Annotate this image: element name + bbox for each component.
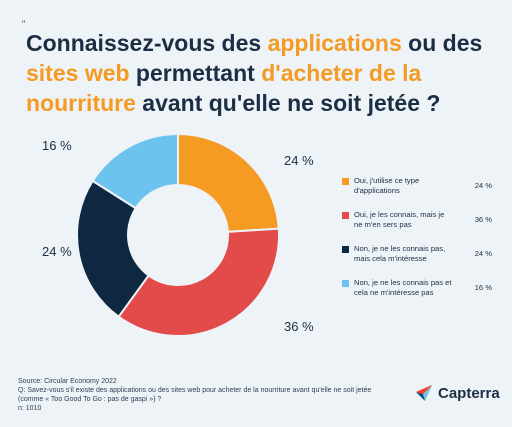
legend-swatch	[342, 280, 349, 287]
legend-value: 24 %	[474, 181, 492, 190]
legend-label: Oui, j'utilise ce type d'applications	[354, 176, 420, 195]
legend-item: Non, je ne les connais pas, mais cela m'…	[342, 244, 492, 278]
slice-label: 36 %	[284, 319, 314, 334]
footer-question-cont: (comme « Too Good To Go : pas de gaspi »…	[18, 396, 162, 403]
donut-slice	[76, 179, 151, 319]
title-part: Connaissez-vous des	[26, 30, 268, 56]
donut-chart: 24 % 36 % 24 % 16 %	[42, 132, 314, 337]
title-part: sites web	[26, 60, 130, 86]
title-part: permettant	[129, 60, 262, 86]
brand-name: Capterra	[438, 384, 500, 402]
title-part: avant qu'elle ne soit jetée ?	[135, 90, 441, 116]
legend-item: Oui, j'utilise ce type d'applications 24 …	[342, 176, 492, 210]
chart-legend: Oui, j'utilise ce type d'applications 24 …	[342, 176, 492, 312]
title-part: ou des	[401, 30, 483, 56]
legend-swatch	[342, 246, 349, 253]
donut-slice	[177, 132, 280, 233]
title-part: applications	[267, 30, 402, 56]
quote-mark: "	[22, 19, 26, 29]
footer-source: Source: Circular Economy 2022	[18, 378, 117, 385]
footer-question: Q: Savez-vous s'il existe des applicatio…	[18, 387, 372, 394]
legend-item: Non, je ne les connais pas et cela ne m'…	[342, 278, 492, 312]
legend-label: Oui, je les connais, mais je ne m'en ser…	[354, 210, 445, 229]
legend-swatch	[342, 178, 349, 185]
chart-footer: Source: Circular Economy 2022 Q: Savez-v…	[18, 377, 371, 413]
donut-slice	[91, 132, 179, 210]
legend-value: 16 %	[474, 283, 492, 292]
legend-value: 36 %	[474, 215, 492, 224]
legend-swatch	[342, 212, 349, 219]
legend-label: Non, je ne les connais pas, mais cela m'…	[354, 244, 446, 263]
capterra-arrow-icon	[416, 385, 432, 401]
legend-item: Oui, je les connais, mais je ne m'en ser…	[342, 210, 492, 244]
slice-label: 16 %	[42, 138, 72, 153]
footer-sample-size: n: 1010	[18, 405, 42, 412]
brand-logo: Capterra	[414, 383, 500, 403]
chart-title: Connaissez-vous des applications ou des …	[26, 28, 496, 118]
legend-label: Non, je ne les connais pas et cela ne m'…	[354, 278, 452, 297]
slice-label: 24 %	[284, 153, 314, 168]
donut-slice	[117, 227, 280, 337]
title-part: d'acheter de la nourriture	[26, 60, 422, 116]
slice-label: 24 %	[42, 244, 72, 259]
legend-value: 24 %	[474, 249, 492, 258]
